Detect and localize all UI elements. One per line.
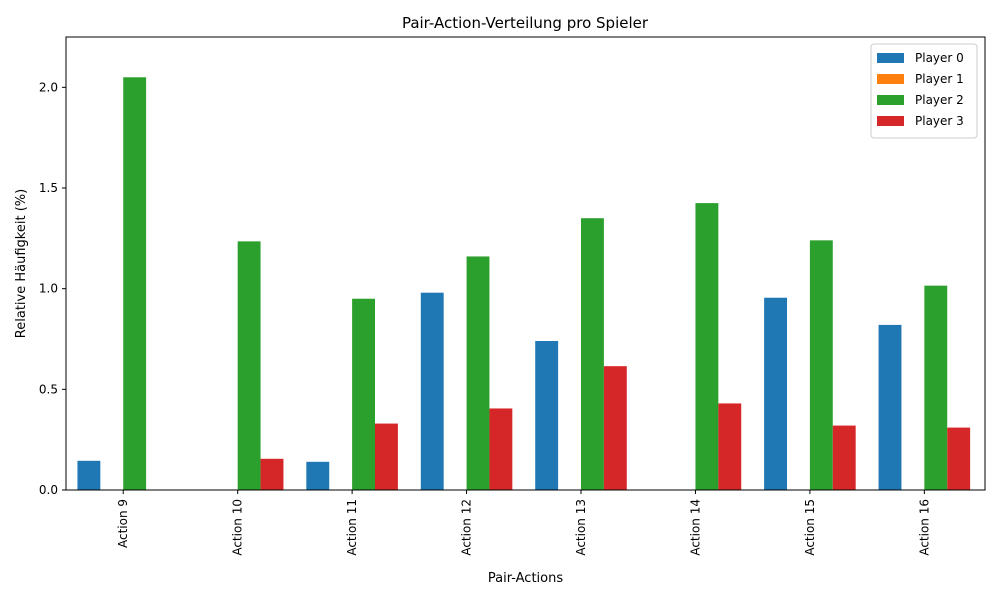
plot-frame bbox=[65, 36, 986, 491]
y-axis-label: Relative Häufigkeit (%) bbox=[14, 189, 29, 338]
legend-label: Player 3 bbox=[915, 114, 964, 128]
y-tick-label: 1.5 bbox=[39, 181, 58, 195]
bar-player-2-cat-0 bbox=[123, 77, 147, 491]
bar-player-3-cat-2 bbox=[375, 423, 398, 490]
y-tick-label: 2.0 bbox=[39, 80, 58, 94]
legend-label: Player 1 bbox=[915, 72, 964, 86]
legend-swatch bbox=[877, 53, 904, 63]
bar-player-0-cat-4 bbox=[535, 341, 559, 490]
legend-swatch bbox=[877, 74, 904, 84]
legend: Player 0 Player 1 Player 2 Player 3 bbox=[870, 43, 978, 139]
y-tick-label: 0.0 bbox=[39, 483, 58, 497]
bar-player-0-cat-0 bbox=[77, 460, 101, 490]
legend-swatch bbox=[877, 116, 904, 126]
legend-label: Player 2 bbox=[915, 93, 964, 107]
x-tick-label: Action 15 bbox=[803, 499, 817, 556]
y-tick-label: 0.5 bbox=[39, 382, 58, 396]
bar-player-2-cat-1 bbox=[237, 241, 261, 490]
x-tick-label: Action 14 bbox=[688, 499, 702, 556]
x-axis-label: Pair-Actions bbox=[488, 571, 563, 586]
bar-player-0-cat-7 bbox=[878, 324, 902, 490]
legend-label: Player 0 bbox=[915, 51, 964, 65]
y-axis: 0.0 0.5 1.0 1.5 2.0 bbox=[39, 80, 66, 497]
bar-player-0-cat-6 bbox=[764, 297, 788, 490]
legend-box bbox=[870, 43, 978, 139]
x-tick-label: Action 13 bbox=[574, 499, 588, 556]
bar-player-3-cat-4 bbox=[603, 366, 627, 490]
bar-player-2-cat-4 bbox=[581, 218, 604, 490]
bar-player-2-cat-2 bbox=[352, 298, 376, 490]
bars-group bbox=[77, 77, 971, 491]
x-tick-label: Action 10 bbox=[231, 499, 245, 556]
bar-player-3-cat-7 bbox=[947, 427, 971, 490]
bar-player-0-cat-2 bbox=[306, 461, 330, 490]
bar-player-0-cat-3 bbox=[420, 292, 444, 490]
legend-swatch bbox=[877, 95, 904, 105]
bar-player-3-cat-1 bbox=[260, 458, 284, 490]
x-tick-label: Action 16 bbox=[917, 499, 931, 556]
x-axis: Action 9 Action 10 Action 11 Action 12 Actio… bbox=[116, 490, 931, 556]
bar-player-3-cat-6 bbox=[832, 425, 856, 490]
bar-player-3-cat-3 bbox=[489, 408, 513, 490]
bar-player-2-cat-5 bbox=[695, 203, 719, 490]
bar-player-3-cat-5 bbox=[718, 403, 742, 490]
y-tick-label: 1.0 bbox=[39, 282, 58, 296]
bar-player-2-cat-6 bbox=[809, 240, 833, 490]
x-tick-label: Action 12 bbox=[460, 499, 474, 556]
x-tick-label: Action 11 bbox=[345, 499, 359, 556]
chart-title: Pair-Action-Verteilung pro Spieler bbox=[402, 14, 649, 32]
bar-player-2-cat-3 bbox=[466, 256, 490, 490]
bar-player-2-cat-7 bbox=[924, 285, 948, 490]
x-tick-label: Action 9 bbox=[116, 499, 130, 548]
